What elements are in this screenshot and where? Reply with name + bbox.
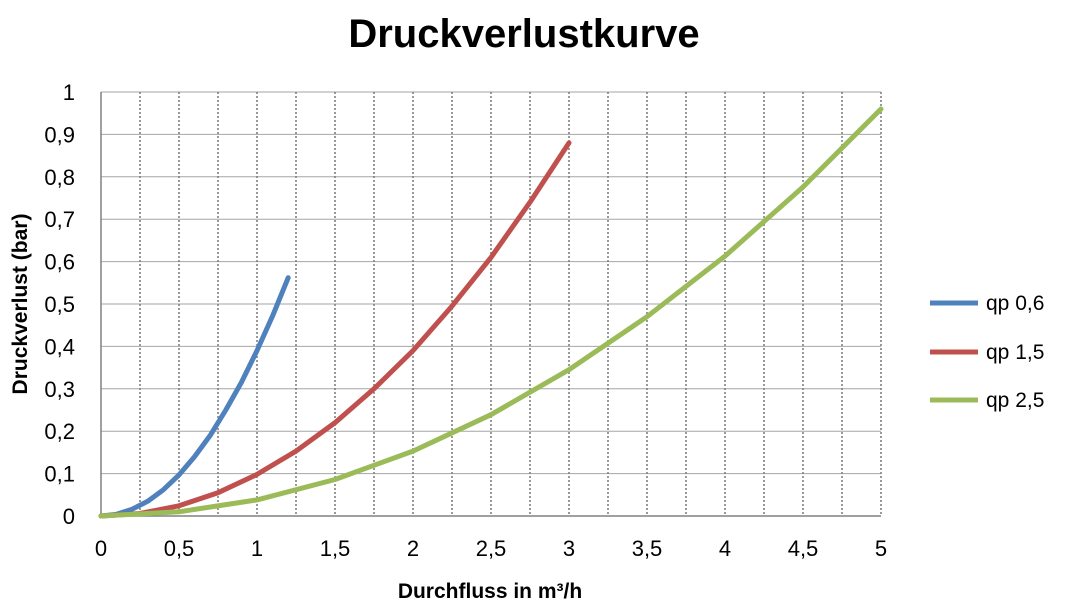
series-line-1 bbox=[98, 275, 291, 519]
plot-axes bbox=[100, 92, 881, 517]
legend-label-3: qp 2,5 bbox=[986, 389, 1044, 412]
y-tick-label: 0,4 bbox=[44, 334, 75, 359]
y-tick-label: 0 bbox=[63, 504, 75, 529]
x-tick-label: 1 bbox=[251, 536, 263, 561]
y-tick-label: 0,5 bbox=[44, 292, 75, 317]
chart-title: Druckverlustkurve bbox=[348, 12, 699, 56]
series-line-3 bbox=[98, 106, 884, 519]
y-tick-label: 1 bbox=[63, 80, 75, 105]
plot-grid bbox=[101, 91, 882, 517]
legend-label-1: qp 0,6 bbox=[986, 292, 1044, 315]
y-tick-label: 0,6 bbox=[44, 250, 75, 275]
y-tick-label: 0,3 bbox=[44, 377, 75, 402]
legend: qp 0,6 qp 1,5 qp 2,5 bbox=[930, 292, 1044, 412]
x-tick-label: 2,5 bbox=[476, 536, 507, 561]
x-axis-label: Durchfluss in m³/h bbox=[398, 580, 582, 603]
x-tick-label: 1,5 bbox=[320, 536, 351, 561]
y-tick-label: 0,2 bbox=[44, 419, 75, 444]
series-line-2 bbox=[98, 140, 572, 519]
x-tick-label: 3 bbox=[563, 536, 575, 561]
x-tick-label: 4,5 bbox=[788, 536, 819, 561]
y-tick-label: 0,8 bbox=[44, 165, 75, 190]
x-tick-label: 5 bbox=[875, 536, 887, 561]
x-tick-label: 3,5 bbox=[632, 536, 663, 561]
y-tick-label: 0,9 bbox=[44, 122, 75, 147]
x-tick-label: 0,5 bbox=[164, 536, 195, 561]
tick-labels: 0 0,1 0,2 0,3 0,4 0,5 0,6 0,7 0,8 0,9 1 0 0,5 1 1,5 2 2,… bbox=[44, 80, 887, 561]
x-tick-label: 0 bbox=[95, 536, 107, 561]
y-axis-label: Druckverlust (bar) bbox=[9, 214, 32, 395]
x-tick-label: 2 bbox=[407, 536, 419, 561]
y-tick-label: 0,7 bbox=[44, 207, 75, 232]
legend-label-2: qp 1,5 bbox=[986, 341, 1044, 364]
x-tick-label: 4 bbox=[719, 536, 731, 561]
plot-series bbox=[98, 106, 884, 519]
y-tick-label: 0,1 bbox=[44, 462, 75, 487]
